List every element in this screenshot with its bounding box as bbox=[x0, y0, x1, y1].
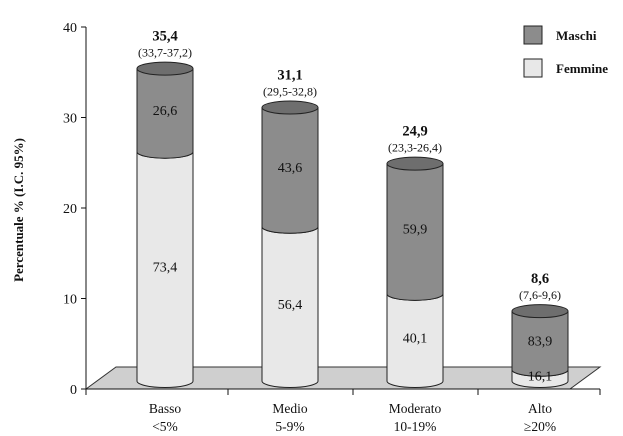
ci-label: (33,7-37,2) bbox=[138, 46, 192, 60]
x-tick-label-range: 5-9% bbox=[275, 419, 304, 434]
data-label-femmine: 73,4 bbox=[153, 260, 178, 275]
legend: Maschi Femmine bbox=[523, 25, 608, 78]
data-label-maschi: 43,6 bbox=[278, 161, 303, 176]
total-label: 35,4 bbox=[152, 29, 177, 45]
data-label-maschi: 26,6 bbox=[153, 104, 178, 119]
bars bbox=[136, 61, 569, 388]
x-tick-label-range: 10-19% bbox=[394, 419, 437, 434]
bar-cylinder bbox=[261, 100, 319, 388]
data-labels: 73,4 26,6 35,4(33,7-37,2) 56,4 43,6 31,1(29,5… bbox=[138, 29, 561, 385]
x-tick-label: Basso bbox=[149, 401, 182, 416]
data-label-maschi: 59,9 bbox=[403, 223, 428, 238]
data-label-femmine: 16,1 bbox=[528, 369, 553, 384]
y-tick-label: 40 bbox=[63, 21, 77, 36]
legend-label: Maschi bbox=[556, 28, 597, 43]
x-tick-label-range: ≥20% bbox=[524, 419, 556, 434]
y-tick-label: 30 bbox=[63, 112, 77, 127]
data-label-femmine: 40,1 bbox=[403, 331, 428, 346]
legend-swatch bbox=[523, 25, 543, 45]
x-tick-label: Moderato bbox=[389, 401, 442, 416]
total-label: 8,6 bbox=[531, 271, 549, 287]
total-label: 24,9 bbox=[402, 124, 427, 140]
bar-segment-maschi bbox=[136, 68, 194, 159]
legend-swatch bbox=[523, 58, 543, 78]
y-tick-label: 0 bbox=[70, 383, 77, 398]
ci-label: (29,5-32,8) bbox=[263, 85, 317, 99]
y-axis: Percentuale % (I.C. 95%) 0 10 20 30 40 bbox=[11, 21, 87, 398]
bar-top-cap bbox=[511, 304, 569, 319]
y-tick-label: 10 bbox=[63, 293, 77, 308]
x-axis: Basso <5% Medio 5-9% Moderato 10-19% Alto ≥20% bbox=[85, 388, 601, 434]
bar-cylinder bbox=[511, 304, 569, 388]
total-label: 31,1 bbox=[277, 68, 302, 84]
x-tick-label-range: <5% bbox=[152, 419, 178, 434]
legend-label: Femmine bbox=[556, 61, 608, 76]
bar-top-cap bbox=[386, 156, 444, 171]
data-label-maschi: 83,9 bbox=[528, 334, 553, 349]
bar-segment-maschi bbox=[511, 310, 569, 377]
bar-top-cap bbox=[261, 100, 319, 115]
y-axis-title: Percentuale % (I.C. 95%) bbox=[11, 138, 26, 282]
bar-cylinder bbox=[136, 61, 194, 388]
ci-label: (7,6-9,6) bbox=[519, 288, 561, 302]
data-label-femmine: 56,4 bbox=[278, 298, 303, 313]
ci-label: (23,3-26,4) bbox=[388, 141, 442, 155]
x-tick-label: Alto bbox=[528, 401, 552, 416]
y-tick-label: 20 bbox=[63, 202, 77, 217]
bar-segment-maschi bbox=[386, 163, 444, 301]
x-tick-label: Medio bbox=[272, 401, 307, 416]
bar-cylinder bbox=[386, 156, 444, 388]
bar-top-cap bbox=[136, 61, 194, 76]
bar-segment-maschi bbox=[261, 107, 319, 234]
